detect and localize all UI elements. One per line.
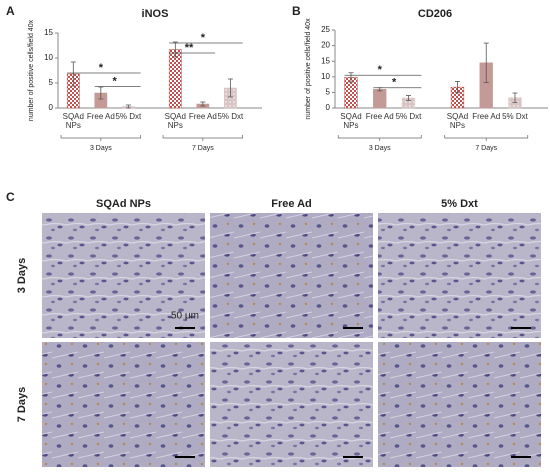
error-bar [125, 104, 131, 109]
micrograph [210, 342, 373, 467]
y-tick-label: 5 [49, 78, 54, 87]
bar-label: SQAd NPs [446, 112, 469, 130]
y-tick-label: 0 [326, 103, 331, 112]
bar-label: Free Ad [188, 112, 217, 121]
y-axis-label: number of positive cells/field 40x [305, 18, 312, 120]
chart-title: CD206 [418, 8, 452, 20]
bar [168, 49, 182, 109]
bar [373, 89, 387, 109]
chart-title: iNOS [142, 8, 169, 20]
error-bar [348, 72, 354, 83]
group-label: 7 Days [192, 145, 214, 152]
y-tick-label: 25 [321, 25, 330, 34]
error-bar [70, 61, 76, 87]
row-header: 3 Days [16, 258, 28, 293]
significance-label: * [99, 62, 104, 74]
panel-letter: B [292, 4, 301, 18]
error-bar [405, 95, 411, 101]
panel-letter: A [6, 4, 15, 18]
error-bar [227, 78, 233, 98]
significance-label: * [392, 77, 397, 89]
row-header: 7 Days [16, 387, 28, 422]
bar-label: 5% Dxt [115, 112, 142, 121]
error-bar [172, 41, 178, 58]
micrograph [42, 213, 205, 338]
bar-label: 5% Dxt [217, 112, 244, 121]
group-bracket [162, 135, 243, 141]
column-header: Free Ad [271, 198, 312, 210]
group-label: 3 Days [90, 145, 112, 152]
y-tick-label: 5 [326, 88, 331, 97]
group-label: 3 Days [369, 145, 391, 152]
scale-label: 50 μm [171, 311, 199, 322]
bar-label: SQAd NPs [164, 112, 186, 130]
micrograph [378, 213, 541, 338]
bar-label: 5% Dxt [502, 112, 528, 121]
y-axis-label: number of positive cells/field 40x [28, 19, 35, 121]
bar-label: SQAd NPs [340, 112, 362, 130]
significance-label: ** [185, 42, 194, 54]
panel-letter: C [6, 190, 15, 204]
column-header: 5% Dxt [441, 198, 478, 210]
y-tick-label: 20 [321, 41, 330, 50]
bar-label: Free Ad [365, 112, 394, 121]
error-bar [512, 92, 518, 103]
group-bracket [337, 135, 422, 141]
bar-label: Free Ad [472, 112, 501, 121]
bar-label: Free Ad [86, 112, 115, 121]
y-tick-label: 0 [49, 103, 54, 112]
micrograph [378, 342, 541, 467]
error-bar [483, 42, 489, 83]
significance-label: * [201, 32, 206, 44]
error-bar [200, 101, 206, 107]
y-tick-label: 15 [44, 28, 53, 37]
error-bar [98, 86, 104, 100]
y-tick-label: 15 [321, 56, 330, 65]
y-tick-label: 10 [44, 53, 53, 62]
bar-label: SQAd NPs [62, 112, 84, 130]
micrograph [42, 342, 205, 467]
group-bracket [444, 135, 529, 141]
error-bar [454, 81, 460, 94]
group-label: 7 Days [475, 145, 497, 152]
significance-label: * [378, 64, 383, 76]
micrograph [210, 213, 373, 338]
column-header: SQAd NPs [96, 198, 151, 210]
y-tick-label: 10 [321, 72, 330, 81]
bar-label: 5% Dxt [395, 112, 422, 121]
group-bracket [60, 135, 141, 141]
significance-label: * [112, 75, 117, 87]
